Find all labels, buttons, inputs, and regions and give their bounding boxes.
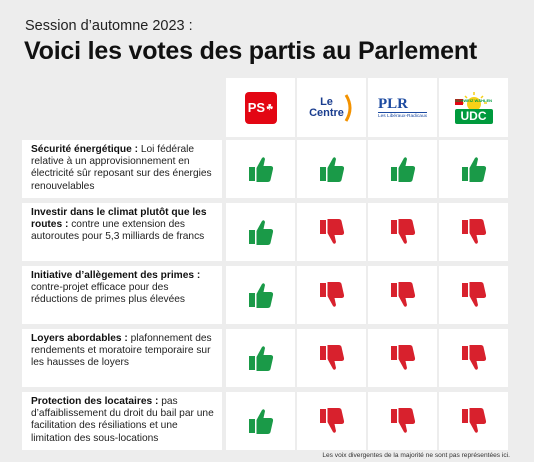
plr-label: PLR: [377, 95, 408, 112]
vote-cell-udc: [439, 140, 508, 198]
thumbs-down-icon: [461, 218, 487, 246]
sun-icon: [454, 91, 487, 110]
vote-row: Loyers abordables : plafonnement des ren…: [22, 329, 510, 387]
centre-line1: Le: [320, 95, 333, 108]
vote-cell-centre: [297, 392, 366, 450]
vote-row: Initiative d’allègement des primes : con…: [22, 266, 510, 324]
vote-cell-plr: [368, 203, 437, 261]
thumbs-down-icon: [461, 407, 487, 435]
thumbs-up-icon: [248, 407, 274, 435]
thumbs-down-icon: [319, 344, 345, 372]
vote-cell-ps: [226, 266, 295, 324]
party-logo-ps: PS ☘: [226, 78, 295, 137]
vote-cell-ps: [226, 392, 295, 450]
vote-cell-ps: [226, 140, 295, 198]
vote-row: Sécurité énergétique : Loi fédérale rela…: [22, 140, 510, 198]
row-text: Loi fédérale relative à un approvisionne…: [31, 144, 212, 192]
vote-row: Protection des locataires : pas d’affaib…: [22, 392, 510, 450]
row-text: plafonnement des rendements et moratoire…: [31, 333, 212, 369]
centre-line2: Centre: [309, 106, 344, 119]
thumbs-up-icon: [319, 155, 345, 183]
plr-sublabel: Les Libéraux-Radicaux: [377, 111, 428, 119]
vote-cell-plr: [368, 266, 437, 324]
vote-cell-ps: [226, 203, 295, 261]
row-topic: Initiative d’allègement des primes :: [31, 270, 201, 281]
thumbs-down-icon: [390, 407, 416, 435]
vote-cell-udc: [439, 266, 508, 324]
ps-label: PS: [247, 100, 266, 115]
row-text: contre une extension des autoroutes pour…: [31, 219, 205, 243]
thumbs-down-icon: [319, 218, 345, 246]
vote-cell-plr: [368, 329, 437, 387]
thumbs-down-icon: [390, 281, 416, 309]
plr-logo: PLR Les Libéraux-Radicaux: [377, 95, 428, 119]
thumbs-up-icon: [248, 281, 274, 309]
row-topic: Investir dans le climat plutôt que les r…: [31, 207, 207, 231]
row-description: Initiative d’allègement des primes : con…: [22, 266, 222, 324]
thumbs-up-icon: [390, 155, 416, 183]
party-logo-udc: SCHWEIZ WÄHLEN UDC: [439, 78, 508, 137]
row-description: Investir dans le climat plutôt que les r…: [22, 203, 222, 261]
vote-cell-ps: [226, 329, 295, 387]
thumbs-down-icon: [461, 281, 487, 309]
ps-logo: PS ☘: [244, 91, 277, 124]
row-topic: Sécurité énergétique :: [31, 144, 138, 155]
thumbs-up-icon: [248, 344, 274, 372]
vote-cell-udc: [439, 329, 508, 387]
thumbs-down-icon: [390, 344, 416, 372]
session-label: Session d’automne 2023 :: [25, 18, 193, 34]
row-description: Sécurité énergétique : Loi fédérale rela…: [22, 140, 222, 198]
vote-cell-udc: [439, 392, 508, 450]
thumbs-down-icon: [319, 281, 345, 309]
footnote: Les voix divergentes de la majorité ne s…: [322, 452, 510, 459]
centre-arc-icon: [344, 93, 352, 122]
party-logo-centre: Le Centre: [297, 78, 366, 137]
thumbs-down-icon: [390, 218, 416, 246]
udc-logo: SCHWEIZ WÄHLEN UDC: [453, 90, 495, 126]
page-title: Voici les votes des partis au Parlement: [24, 37, 478, 65]
vote-cell-udc: [439, 203, 508, 261]
vote-cell-plr: [368, 140, 437, 198]
udc-label: UDC: [454, 108, 493, 124]
row-description: Loyers abordables : plafonnement des ren…: [22, 329, 222, 387]
rose-icon: ☘: [266, 103, 274, 112]
party-logo-plr: PLR Les Libéraux-Radicaux: [368, 78, 437, 137]
vote-cell-centre: [297, 329, 366, 387]
centre-logo: Le Centre: [309, 93, 354, 123]
thumbs-up-icon: [461, 155, 487, 183]
thumbs-up-icon: [248, 218, 274, 246]
vote-row: Investir dans le climat plutôt que les r…: [22, 203, 510, 261]
udc-slogan: SCHWEIZ WÄHLEN: [454, 97, 493, 103]
thumbs-down-icon: [319, 407, 345, 435]
thumbs-up-icon: [248, 155, 274, 183]
thumbs-down-icon: [461, 344, 487, 372]
row-text: pas d’affaiblissement du droit du bail p…: [31, 396, 214, 444]
row-description: Protection des locataires : pas d’affaib…: [22, 392, 222, 450]
row-text: contre-projet efficace pour des réductio…: [31, 282, 186, 306]
vote-cell-centre: [297, 140, 366, 198]
vote-cell-plr: [368, 392, 437, 450]
vote-cell-centre: [297, 266, 366, 324]
row-topic: Loyers abordables :: [31, 333, 128, 344]
vote-cell-centre: [297, 203, 366, 261]
row-topic: Protection des locataires :: [31, 396, 159, 407]
